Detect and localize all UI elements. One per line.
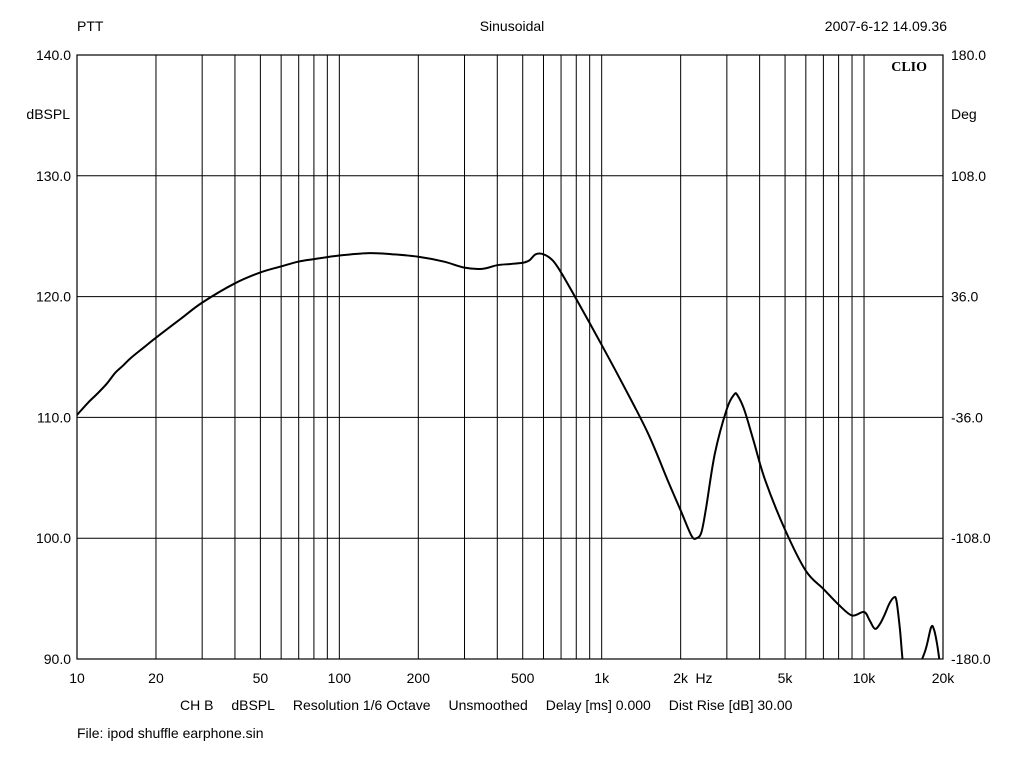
x-tick-label: 200 [407, 670, 431, 686]
delay-label: Delay [ms] 0.000 [545, 697, 651, 713]
x-tick-label: 100 [328, 670, 352, 686]
x-axis-unit-label: Hz [695, 670, 712, 686]
smoothing-label: Unsmoothed [448, 697, 528, 713]
y2-tick-label: 180.0 [951, 47, 986, 63]
y-tick-label: 120.0 [36, 289, 71, 305]
clio-logo: CLIO [891, 60, 927, 75]
y2-tick-labels: 180.0 108.0 36.0 -36.0 -108.0 -180.0 [951, 47, 991, 667]
y-tick-label: 100.0 [36, 530, 71, 546]
x-tick-label: 10k [853, 670, 877, 686]
x-tick-label: 1k [594, 670, 610, 686]
y-tick-label: 90.0 [44, 651, 71, 667]
header-center-label: Sinusoidal [479, 18, 545, 34]
y2-tick-label: 108.0 [951, 168, 986, 184]
x-tick-label: 10 [69, 670, 85, 686]
series-line [77, 252, 941, 659]
vertical-gridlines [76, 55, 944, 659]
y-tick-labels: 140.0 130.0 120.0 110.0 100.0 90.0 [36, 47, 71, 667]
y2-tick-label: -36.0 [951, 409, 983, 425]
y2-tick-label: -108.0 [951, 530, 991, 546]
y-tick-label: 130.0 [36, 168, 71, 184]
file-name-label: File: ipod shuffle earphone.sin [77, 725, 264, 741]
resolution-label: Resolution 1/6 Octave [292, 697, 431, 713]
x-tick-label: 5k [778, 670, 794, 686]
y2-tick-label: -180.0 [951, 651, 991, 667]
x-tick-label: 500 [511, 670, 535, 686]
y2-tick-label: 36.0 [951, 289, 978, 305]
x-tick-label: 20 [148, 670, 164, 686]
header-left-label: PTT [77, 18, 104, 34]
x-tick-label: 2k [673, 670, 689, 686]
y-tick-label: 110.0 [37, 409, 71, 425]
y-tick-label: 140.0 [36, 47, 71, 63]
unit-label: dBSPL [231, 697, 275, 713]
dist-rise-label: Dist Rise [dB] 30.00 [668, 697, 793, 713]
x-tick-label: 20k [932, 670, 956, 686]
y2-axis-label: Deg [951, 106, 977, 122]
x-tick-label: 50 [253, 670, 269, 686]
channel-label: CH B [180, 697, 214, 713]
plot-frame [76, 54, 944, 660]
header-timestamp: 2007-6-12 14.09.36 [824, 18, 947, 34]
y-axis-label: dBSPL [26, 106, 70, 122]
measurement-info-bar: CH B dBSPL Resolution 1/6 Octave Unsmoot… [180, 697, 806, 713]
horizontal-gridlines [77, 54, 943, 660]
x-tick-labels: 10 20 50 100 200 500 1k 2k 5k 10k 20k [69, 670, 955, 686]
